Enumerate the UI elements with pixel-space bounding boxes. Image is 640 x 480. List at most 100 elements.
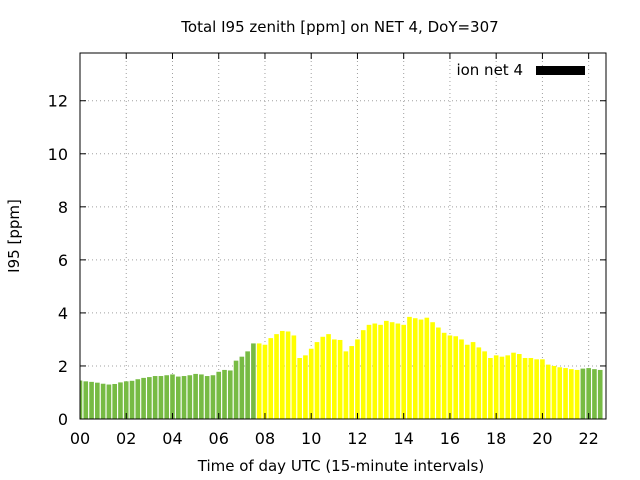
bar [366,324,372,419]
x-axis-tick-labels: 00 02 04 06 08 10 12 14 16 18 20 22 [70,429,599,448]
bar [372,323,378,419]
y-tick-label: 10 [48,145,68,164]
bar [482,351,487,419]
bar [332,339,337,419]
bar [488,358,493,419]
x-tick-label: 02 [116,429,136,448]
bar [436,327,441,419]
bar [152,376,158,419]
bar [147,377,152,419]
bar [164,375,170,419]
legend-swatch [536,66,585,75]
bar [193,373,198,419]
x-tick-label: 22 [578,429,598,448]
bar [574,369,580,419]
bar [441,332,447,419]
bar [204,376,210,419]
bar [245,351,250,419]
x-tick-label: 14 [394,429,414,448]
bar [545,364,551,419]
bar [129,380,135,419]
bar [534,359,539,419]
bar [123,381,129,419]
bar [89,381,94,419]
y-tick-label: 4 [58,304,68,323]
bar [453,336,459,419]
bar [274,334,279,419]
bar [528,358,534,419]
bar [597,369,603,419]
bar [557,367,563,419]
bar [320,336,326,419]
bar [378,324,383,419]
bar [227,370,233,419]
bar [343,351,349,419]
bar [563,368,568,419]
x-tick-label: 18 [486,429,506,448]
y-axis-tick-labels: 0 2 4 6 8 10 12 [48,92,68,429]
bar [135,379,141,419]
bar [262,344,268,419]
x-tick-label: 10 [301,429,321,448]
bar [233,360,239,419]
bar [360,330,366,419]
y-tick-label: 8 [58,198,68,217]
x-tick-label: 12 [347,429,367,448]
bar [493,355,499,419]
bar [355,339,360,419]
bar [499,356,505,419]
bar [412,318,418,419]
bar [199,374,204,419]
bar [551,365,557,419]
bar [384,320,389,419]
y-tick-label: 6 [58,251,68,270]
bar [522,358,528,419]
bar [337,339,343,419]
x-tick-label: 06 [209,429,229,448]
x-tick-label: 04 [162,429,182,448]
bar [239,356,245,419]
bar [580,368,586,419]
bar [308,348,314,419]
bar [569,369,574,419]
bar [210,375,216,419]
bar [464,344,470,419]
bar [459,339,464,419]
bar [256,343,262,419]
bar [516,354,522,419]
y-tick-label: 2 [58,357,68,376]
bar [222,369,227,419]
bar [268,338,274,419]
plot-frame [79,52,607,420]
bar [251,343,256,419]
bar [326,334,331,419]
bar [470,342,476,419]
bar [80,380,83,419]
bar [424,317,430,419]
x-tick-label: 16 [440,429,460,448]
x-tick-label: 00 [70,429,90,448]
legend: ion net 4 [456,61,585,79]
y-axis-label: I95 [ppm] [5,199,23,273]
bar [447,335,453,419]
bar [407,316,412,419]
bar [401,324,407,419]
bar [418,319,424,419]
bar [540,359,545,419]
bar [511,352,516,419]
bar [216,371,222,419]
bar [158,376,164,419]
bar [505,355,511,419]
bar [285,331,291,419]
x-tick-label: 08 [255,429,275,448]
bar [118,382,123,419]
bar [181,376,187,419]
bar-series [80,316,603,419]
bar [314,342,320,419]
bar [349,346,354,419]
bar [170,374,175,419]
axis-ticks [79,53,606,420]
bar [592,369,597,419]
bar [95,382,100,419]
